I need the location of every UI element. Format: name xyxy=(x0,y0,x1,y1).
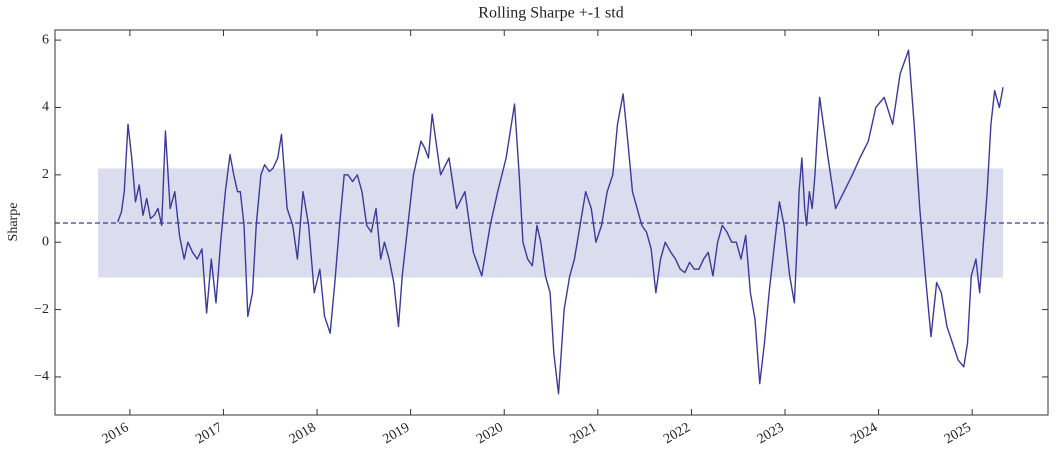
y-tick-label: −4 xyxy=(34,369,49,384)
x-tick-label: 2019 xyxy=(381,420,413,447)
x-tick-label: 2017 xyxy=(193,420,225,447)
x-tick-label: 2025 xyxy=(942,420,974,447)
x-tick-label: 2018 xyxy=(287,420,319,447)
y-tick-label: 2 xyxy=(42,167,49,182)
y-tick-label: 0 xyxy=(42,234,49,249)
x-tick-label: 2020 xyxy=(474,420,506,447)
plot-frame xyxy=(54,29,1049,416)
y-axis-label: Sharpe xyxy=(6,203,21,242)
sharpe-line xyxy=(117,49,1004,395)
y-tick-label: 6 xyxy=(42,32,49,47)
x-tick-label: 2024 xyxy=(848,420,880,447)
chart-title: Rolling Sharpe +-1 std xyxy=(478,5,623,22)
x-tick-label: 2016 xyxy=(100,420,132,447)
y-tick-label: 4 xyxy=(42,100,49,115)
y-tick-label: −2 xyxy=(34,302,49,317)
x-tick-label: 2023 xyxy=(755,420,787,447)
x-tick-label: 2021 xyxy=(568,420,600,447)
x-tick-label: 2022 xyxy=(661,420,693,447)
